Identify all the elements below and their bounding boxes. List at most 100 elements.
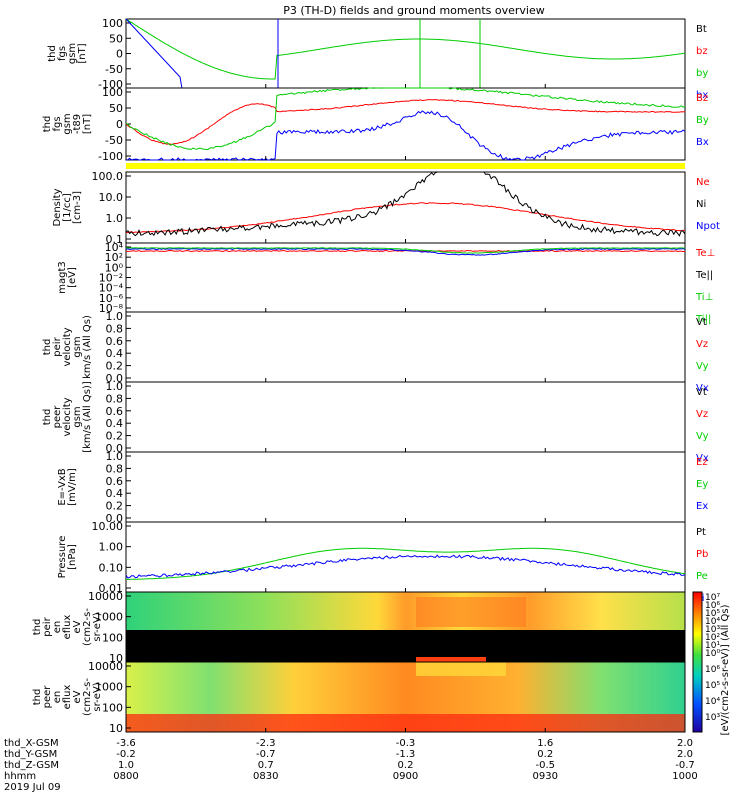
panel-peir-vel: 1.00.80.60.40.20.0thdpeirvelocitygsmkm/s… [42, 310, 709, 394]
y-axis-title-line: gsm [72, 406, 83, 427]
legend-vz: Vz [696, 339, 708, 350]
bottom-row-value: 2.0 [677, 749, 693, 760]
y-axis-title-line: eV [72, 620, 83, 633]
colorbar-tick-label: 10⁷ [705, 593, 720, 603]
colorbar-tick-label: 10⁰ [705, 649, 720, 659]
series-bx [125, 18, 685, 89]
y-axis-title-line: [cm-3] [72, 191, 83, 224]
y-axis-title-line: [nT] [82, 114, 93, 134]
series-pi [125, 554, 686, 579]
panel-peir-spec: 10000 1000 100 10 thdpeirenefluxeV(cm2-s-sr-… [32, 590, 686, 665]
y-tick-label: 0.8 [106, 322, 124, 335]
legend-vt: Vt [696, 317, 707, 328]
y-axis-title-line: fgs [52, 116, 63, 131]
y-axis-title-line: peir [42, 616, 53, 636]
legend-npot: Npot [696, 221, 720, 232]
bottom-row-value: 1000 [672, 771, 697, 782]
bottom-row-value: -0.3 [396, 738, 416, 749]
y-axis-title: Pressure[nPa] [57, 536, 78, 579]
y-axis-title-line: (cm2-s- [82, 678, 93, 716]
y-tick-label: 1.0 [106, 450, 124, 463]
y-tick-label: 1000 [95, 611, 123, 624]
legend-by: By [696, 115, 709, 126]
legend-ti||: Ti|| [695, 314, 711, 325]
y-tick-label: 10⁻⁶ [99, 292, 124, 305]
y-tick-label: 100 [102, 631, 123, 644]
series-te-perp [126, 249, 685, 253]
y-tick-label: 10.0 [99, 191, 124, 204]
legend-vx: Vx [696, 453, 709, 464]
colorbar-tick-label: 10² [705, 633, 720, 643]
panel-peer-spec: 10000 1000 100 10 thdpeerenefluxeV(cm2-s-sr-… [32, 657, 686, 735]
y-tick-label: 1000 [95, 681, 123, 694]
y-axis-title-line: gsm [67, 43, 78, 64]
y-tick-label: 0.10 [99, 561, 124, 574]
y-tick-label: 0 [116, 118, 123, 131]
y-tick-label: -100 [98, 78, 123, 91]
bottom-row-value: 0.7 [258, 760, 274, 771]
bottom-row-value: 0830 [253, 771, 278, 782]
bottom-row-value: -0.2 [116, 749, 136, 760]
plot-title: P3 (TH-D) fields and ground moments over… [283, 4, 545, 17]
y-tick-label: 10000 [88, 660, 123, 673]
legend-ey: Ey [696, 479, 708, 490]
legend-pe: Pe [696, 571, 708, 582]
y-tick-label: 0.6 [106, 405, 124, 418]
y-axis-title-line: velocity [62, 327, 73, 366]
y-tick-label: 10⁻⁸ [99, 302, 124, 315]
legend-ti⊥: Ti⊥ [695, 292, 713, 303]
y-axis-title-line: gsm [62, 113, 73, 134]
legend-vy: Vy [696, 361, 709, 372]
series-bz [125, 99, 686, 145]
bottom-row-value: 0800 [113, 771, 138, 782]
y-tick-label: 100 [102, 701, 123, 714]
bottom-row-label: hhmm [4, 771, 36, 782]
legend-ez: Ez [696, 457, 708, 468]
legend-vx: Vx [696, 383, 709, 394]
y-tick-label: 10⁰ [105, 261, 124, 274]
y-axis-title-line: en [52, 621, 63, 634]
panel-peer-vel: 1.00.80.60.40.20.0thdpeervelocitygsm[km/… [42, 380, 709, 464]
y-axis-title-line: peer [52, 405, 63, 429]
y-axis-title-line: sr-eV) [92, 612, 103, 641]
bottom-row-value: 0900 [393, 771, 418, 782]
y-axis-title: thdfgsgsm-t89[nT] [42, 113, 93, 134]
bottom-row-value: -1.3 [396, 749, 416, 760]
bottom-row-value: 0.2 [398, 760, 414, 771]
y-tick-label: 0.4 [106, 417, 124, 430]
legend-ni: Ni [696, 199, 706, 210]
panel-frame [125, 381, 686, 453]
y-tick-label: 0.2 [106, 430, 124, 443]
y-axis-title-line: Pressure [57, 536, 68, 579]
y-axis-title-line: Density [52, 188, 63, 226]
bottom-row-value: 2.0 [677, 738, 693, 749]
bottom-row-value: -0.7 [256, 749, 276, 760]
series-pe [125, 547, 686, 580]
legend-te||: Te|| [695, 270, 713, 281]
legend-vz: Vz [696, 409, 708, 420]
data-flag-band [126, 163, 685, 169]
y-tick-label: 0.01 [99, 582, 124, 595]
y-tick-label: 10000 [88, 590, 123, 603]
legend-bz: bz [696, 46, 708, 57]
y-axis-title: thdpeirenefluxeV(cm2-s-sr-eV) [32, 608, 103, 646]
y-tick-label: 0.6 [106, 335, 124, 348]
legend-bx: bx [696, 90, 708, 101]
series-ne [125, 202, 685, 234]
series-by [125, 18, 686, 80]
y-tick-label: 10.00 [92, 520, 124, 533]
y-axis-title: thdpeerenefluxeV(cm2-s-sr-eV) [32, 678, 103, 716]
y-tick-label: 0.8 [106, 462, 124, 475]
spectrogram-low-energy-band [126, 714, 685, 732]
y-axis-title-line: thd [42, 339, 53, 356]
y-axis-title-line: km/s (All Qs) [82, 315, 93, 379]
y-axis-title-line: magt3 [57, 261, 68, 294]
colorbar-tick-label: 10⁶ [705, 601, 720, 611]
y-axis-title: thdpeirvelocitygsmkm/s (All Qs) [42, 315, 93, 379]
legend-vy: Vy [696, 431, 709, 442]
spectrogram-peak [416, 597, 526, 627]
y-axis-title-line: en [52, 691, 63, 704]
bottom-row-label: thd_Y-GSM [4, 749, 57, 760]
legend-ne: Ne [696, 177, 710, 188]
